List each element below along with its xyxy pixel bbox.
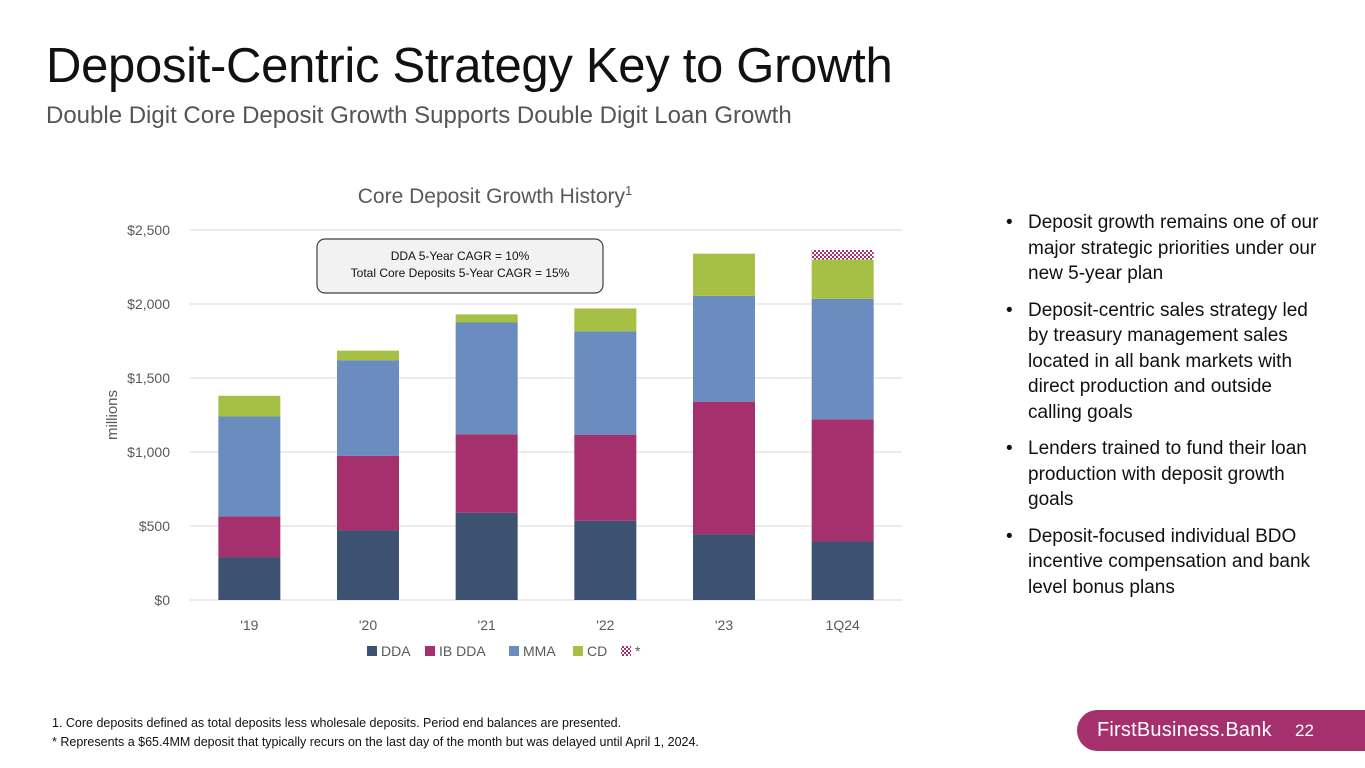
annotation-box [316, 238, 604, 294]
bullet-item: • Deposit-focused individual BDO incentiv… [1006, 524, 1326, 601]
legend-swatch [509, 646, 519, 656]
footnotes: 1. Core deposits defined as total deposi… [52, 714, 699, 752]
bar-segment-mma [455, 322, 518, 435]
x-tick-label: '22 [596, 617, 614, 633]
bar-segment-mma [337, 360, 399, 456]
bar-segment-cd [218, 395, 281, 417]
bar-segment-ib-dda [218, 516, 281, 558]
bar-segment-dda [811, 541, 874, 600]
bullet-marker: • [1006, 299, 1013, 321]
legend-swatch [425, 646, 435, 656]
annotation-line-1: DDA 5-Year CAGR = 10% [391, 249, 530, 263]
legend-swatch [621, 646, 631, 656]
page-number: 22 [1295, 720, 1314, 740]
y-tick-label: $1,500 [127, 370, 170, 386]
bar-segment-ib-dda [811, 419, 874, 542]
brand-footer-badge: FirstBusiness.Bank 22 [1077, 710, 1365, 751]
bullet-text: Lenders trained to fund their loan produ… [1028, 438, 1307, 510]
bullet-marker: • [1006, 525, 1013, 547]
slide-title: Deposit-Centric Strategy Key to Growth [46, 39, 893, 93]
bullet-text: Deposit growth remains one of our major … [1028, 212, 1319, 284]
y-tick-label: $500 [139, 518, 170, 534]
y-tick-label: $2,000 [127, 296, 170, 312]
bar-segment-mma [218, 416, 281, 517]
bullet-marker: • [1006, 438, 1013, 459]
y-tick-label: $0 [154, 592, 170, 608]
footnote-2: * Represents a $65.4MM deposit that typi… [52, 735, 699, 749]
bar-segment-cd [811, 259, 874, 299]
bar-segment-cd [693, 253, 755, 296]
x-tick-label: 1Q24 [826, 617, 860, 633]
bar-segment-mma [811, 298, 874, 420]
bullet-text: Deposit-centric sales strategy led by tr… [1028, 299, 1308, 423]
core-deposit-chart: Core Deposit Growth History1 $0 $500 $1,00… [104, 183, 902, 659]
bar-segment-cd [455, 314, 518, 323]
chart-title: Core Deposit Growth History1 [358, 183, 632, 208]
legend-swatch [573, 646, 583, 656]
chart-legend: DDA IB DDA MMA CD * [367, 643, 641, 659]
x-tick-label: '21 [478, 617, 496, 633]
bullet-item: • Deposit growth remains one of our major… [1006, 210, 1326, 287]
bar-segment-ib-dda [574, 434, 637, 521]
bar-segment-cd [337, 350, 399, 361]
bar-segment-dda [574, 520, 637, 600]
brand-logo-text: FirstBusiness.Bank [1097, 719, 1272, 741]
legend-label: MMA [523, 643, 556, 659]
footnote-1: 1. Core deposits defined as total deposi… [52, 716, 622, 730]
bar-segment-dda [337, 530, 399, 600]
y-tick-label: $1,000 [127, 444, 170, 460]
strategy-bullet-list: • Deposit growth remains one of our major… [1006, 210, 1326, 611]
bar-segment-ib-dda [455, 434, 518, 513]
bullet-marker: • [1006, 212, 1013, 233]
y-tick-label: $2,500 [127, 222, 170, 238]
bar-segment-ib-dda [337, 455, 399, 531]
legend-label: DDA [381, 643, 411, 659]
bullet-item: • Lenders trained to fund their loan prod… [1006, 436, 1326, 513]
chart-title-superscript: 1 [625, 183, 632, 198]
bar-segment-dda [693, 534, 755, 600]
bar-segment-mma [574, 331, 637, 435]
cagr-annotation: DDA 5-Year CAGR = 10% Total Core Deposit… [316, 238, 604, 294]
legend-swatch [367, 646, 377, 656]
bar-segment-cd [574, 308, 637, 332]
x-tick-label: '23 [715, 617, 733, 633]
legend-label: * [635, 643, 641, 659]
bar-segment-delayed-deposit [811, 249, 874, 260]
bar-segment-dda [455, 512, 518, 600]
slide-subtitle: Double Digit Core Deposit Growth Support… [46, 102, 792, 129]
bar-segment-dda [218, 557, 281, 600]
bar-segment-ib-dda [693, 401, 755, 535]
y-axis-label: millions [104, 390, 121, 440]
annotation-line-2: Total Core Deposits 5-Year CAGR = 15% [351, 266, 570, 280]
x-tick-label: '20 [359, 617, 377, 633]
legend-label: CD [587, 643, 607, 659]
legend-label: IB DDA [439, 643, 486, 659]
bar-segment-mma [693, 295, 755, 402]
x-tick-label: '19 [240, 617, 258, 633]
bullet-item: • Deposit-centric sales strategy led by t… [1006, 298, 1326, 426]
bullet-text: Deposit-focused individual BDO incentive… [1028, 525, 1311, 598]
